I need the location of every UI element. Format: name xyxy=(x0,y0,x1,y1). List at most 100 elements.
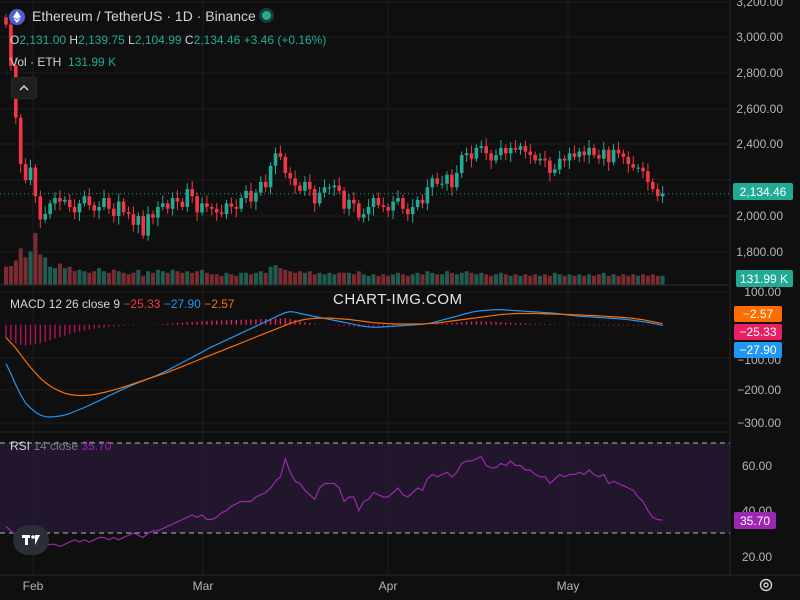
candle-body xyxy=(161,203,165,207)
volume-bar xyxy=(298,271,302,285)
volume-bar xyxy=(621,274,626,285)
candle-body xyxy=(587,147,591,156)
volume-bar xyxy=(474,274,479,285)
rsi-legend[interactable]: RSI 14 close 35.70 xyxy=(10,439,111,453)
candle-body xyxy=(577,151,582,157)
volume-bar xyxy=(641,274,645,285)
candle-body xyxy=(469,153,474,159)
candle-body xyxy=(151,214,155,218)
candle-body xyxy=(425,187,430,204)
candle-body xyxy=(616,149,621,154)
volume-bar xyxy=(562,275,567,285)
candle-body xyxy=(518,146,523,150)
volume-bar xyxy=(498,272,503,285)
candle-body xyxy=(33,167,38,197)
volume-bar xyxy=(185,271,190,285)
close-label: C xyxy=(184,33,194,47)
volume-bar xyxy=(53,268,57,285)
candle-body xyxy=(317,192,322,204)
volume-bar xyxy=(391,274,396,285)
candle-body xyxy=(102,198,106,207)
candle-body xyxy=(440,183,444,185)
volume-bar xyxy=(72,271,77,285)
candle-body xyxy=(523,146,528,152)
signal-badge-label: −2.57 xyxy=(743,307,774,321)
volume-bar xyxy=(518,275,523,285)
volume-bar xyxy=(204,272,209,285)
candle-body xyxy=(263,181,268,188)
candle-body xyxy=(259,181,263,193)
volume-bar xyxy=(23,257,28,285)
volume-bar xyxy=(347,272,351,285)
volume-bar xyxy=(327,272,332,285)
candle-body xyxy=(278,153,283,157)
volume-bar xyxy=(48,266,53,285)
tradingview-icon[interactable] xyxy=(13,525,49,555)
macd-histogram xyxy=(5,318,664,346)
candle-body xyxy=(479,146,484,148)
volume-bar xyxy=(180,272,185,285)
candle-body xyxy=(283,156,288,173)
histogram-badge xyxy=(734,324,782,340)
candle-body xyxy=(366,206,371,215)
volume-bar xyxy=(543,274,547,285)
ohlc-legend: O2,131.00 H2,139.75 L2,104.99 C2,134.46 … xyxy=(10,33,326,47)
candle-body xyxy=(107,198,111,209)
candle-body xyxy=(146,214,150,236)
macd-legend[interactable]: MACD 12 26 close 9 −25.33 −27.90 −2.57 xyxy=(10,297,235,311)
candle-body xyxy=(234,206,239,209)
volume-legend[interactable]: Vol · ETH 131.99 K xyxy=(10,55,116,69)
candle-body xyxy=(67,199,72,207)
volume-bar xyxy=(141,275,146,285)
rsi-tick: 60.00 xyxy=(742,459,772,473)
grid-lines xyxy=(0,0,730,575)
volume-bar xyxy=(77,269,82,285)
candle-body xyxy=(651,181,655,190)
volume-bar xyxy=(396,272,400,285)
volume-bar xyxy=(219,275,224,285)
candle-body xyxy=(435,178,439,184)
volume-bar xyxy=(273,265,278,285)
volume-bar xyxy=(322,274,327,285)
volume-bar xyxy=(381,274,386,285)
last-price-label: 2,134.46 xyxy=(740,185,787,199)
volume-bar xyxy=(415,272,420,285)
volume-bar xyxy=(224,272,229,285)
volume-bar xyxy=(4,266,8,285)
candle-body xyxy=(484,146,488,154)
candle-body xyxy=(18,117,23,165)
volume-bars xyxy=(4,233,665,285)
candle-body xyxy=(43,214,47,220)
volume-bar xyxy=(263,272,268,285)
candle-body xyxy=(528,151,533,156)
volume-bar xyxy=(283,269,288,285)
volume-bar xyxy=(131,272,136,285)
candle-body xyxy=(327,187,332,189)
volume-bar xyxy=(479,272,484,285)
volume-bar xyxy=(386,275,391,285)
volume-bar xyxy=(459,272,464,285)
last-price-badge xyxy=(733,183,793,200)
candle-body xyxy=(9,24,13,66)
gear-icon[interactable] xyxy=(758,577,774,593)
volume-bar xyxy=(645,275,650,285)
candle-body xyxy=(494,155,498,161)
market-open-dot xyxy=(261,11,271,20)
candle-body xyxy=(268,165,273,188)
rsi-band xyxy=(0,443,730,533)
candle-body xyxy=(567,153,572,161)
volume-bar xyxy=(160,271,165,285)
volume-bar xyxy=(195,271,200,285)
symbol-title[interactable]: Ethereum / TetherUS · 1D · Binance xyxy=(32,8,271,24)
macd-badge-label: −27.90 xyxy=(739,343,776,357)
candle-body xyxy=(641,167,645,172)
chevron-up-icon xyxy=(19,84,29,91)
candle-body xyxy=(430,178,435,188)
rsi-name: RSI xyxy=(10,439,31,453)
volume-bar xyxy=(332,274,337,285)
collapse-legend-button[interactable] xyxy=(11,77,37,99)
last-volume-badge xyxy=(736,270,793,287)
candle-body xyxy=(357,203,361,218)
volume-bar xyxy=(361,274,366,285)
